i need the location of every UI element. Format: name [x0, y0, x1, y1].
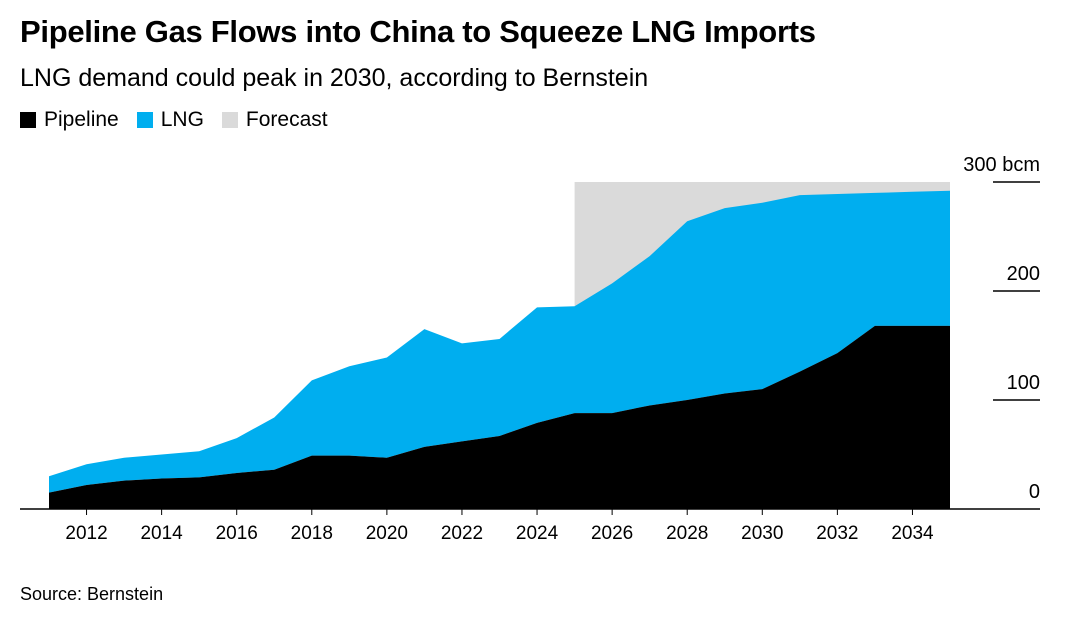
- x-tick-label: 2018: [291, 523, 333, 544]
- legend-swatch-forecast: [221, 112, 238, 128]
- legend: Pipeline LNG Forecast: [20, 108, 346, 132]
- x-tick-label: 2030: [741, 523, 783, 544]
- chart-subtitle: LNG demand could peak in 2030, according…: [20, 64, 649, 92]
- y-tick-label: 200: [1007, 263, 1040, 285]
- legend-swatch-lng: [136, 112, 153, 128]
- y-tick-label: 0: [1029, 481, 1040, 503]
- x-tick-label: 2014: [140, 523, 183, 544]
- x-tick-label: 2022: [441, 523, 483, 544]
- x-tick-label: 2034: [891, 523, 934, 544]
- x-tick-label: 2032: [816, 523, 858, 544]
- source-note: Source: Bernstein: [20, 584, 164, 604]
- y-tick-label: 100: [1007, 372, 1040, 394]
- area-series-pipeline: [49, 325, 950, 509]
- legend-item-lng: LNG: [136, 108, 204, 132]
- legend-label-forecast: Forecast: [245, 108, 328, 131]
- legend-item-forecast: Forecast: [221, 108, 328, 132]
- x-tick-label: 2028: [666, 523, 708, 544]
- x-tick-label: 2024: [516, 523, 559, 544]
- chart-title: Pipeline Gas Flows into China to Squeeze…: [20, 14, 816, 49]
- legend-swatch-pipeline: [20, 112, 36, 128]
- area-series-lng: [49, 190, 950, 493]
- legend-label-lng: LNG: [160, 108, 204, 131]
- x-tick-label: 2020: [366, 523, 408, 544]
- x-tick-label: 2016: [216, 523, 258, 544]
- x-tick-label: 2026: [591, 523, 633, 544]
- legend-item-pipeline: Pipeline: [20, 108, 119, 132]
- legend-label-pipeline: Pipeline: [44, 108, 119, 131]
- x-tick-label: 2012: [65, 523, 107, 544]
- y-tick-label: 300 bcm: [963, 154, 1040, 176]
